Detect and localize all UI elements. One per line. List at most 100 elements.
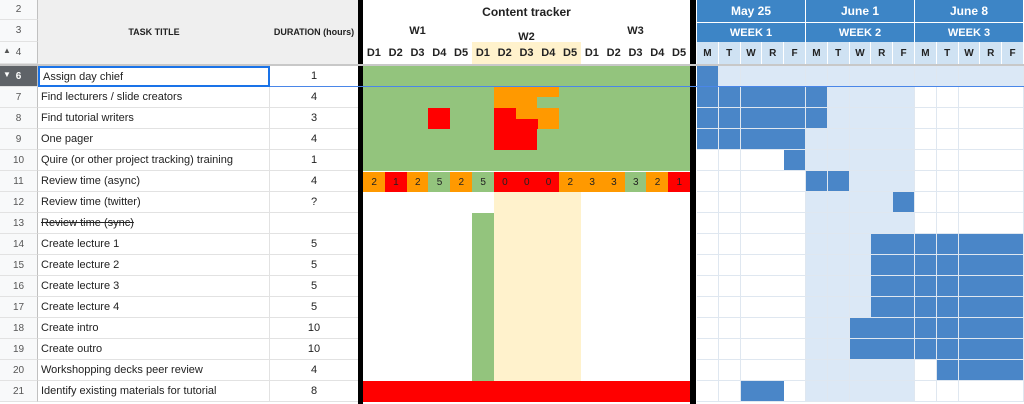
gantt-cell[interactable] [849, 66, 872, 87]
gantt-cell[interactable] [697, 255, 720, 276]
tracker-cell[interactable] [668, 66, 691, 87]
gantt-cell[interactable] [871, 297, 894, 318]
tracker-cell[interactable] [581, 255, 604, 276]
row-header[interactable]: 21 [0, 381, 38, 402]
tracker-cell[interactable] [406, 213, 429, 234]
gantt-cell[interactable] [980, 360, 1003, 381]
gantt-cell[interactable] [762, 192, 785, 213]
gantt-cell[interactable] [806, 381, 829, 402]
tracker-cell[interactable] [493, 297, 517, 318]
tracker-cell[interactable] [515, 66, 538, 87]
tracker-value-cell[interactable]: 1 [668, 172, 691, 192]
tracker-cell[interactable] [515, 360, 538, 381]
tracker-cell[interactable] [646, 150, 669, 171]
task-title-cell[interactable]: Review time (twitter) [38, 192, 270, 213]
tracker-cell[interactable] [428, 66, 451, 87]
gantt-cell[interactable] [1002, 171, 1024, 192]
tracker-cell[interactable] [363, 255, 386, 276]
tracker-cell[interactable] [646, 297, 669, 318]
gantt-cell[interactable] [762, 171, 785, 192]
gantt-cell[interactable] [849, 276, 872, 297]
gantt-cell[interactable] [958, 339, 981, 360]
tracker-value-cell[interactable]: 5 [428, 172, 451, 192]
gantt-cell[interactable] [784, 108, 807, 129]
tracker-cell[interactable] [406, 381, 429, 402]
gantt-cell[interactable] [806, 87, 829, 108]
tracker-cell[interactable] [668, 255, 691, 276]
tracker-cell[interactable] [363, 66, 386, 87]
tracker-cell[interactable] [668, 297, 691, 318]
gantt-cell[interactable] [740, 297, 763, 318]
tracker-cell[interactable] [363, 129, 386, 150]
gantt-cell[interactable] [936, 339, 960, 360]
tracker-cell[interactable] [515, 297, 538, 318]
gantt-cell[interactable] [740, 213, 763, 234]
frozen-row-divider[interactable] [0, 64, 1024, 66]
gantt-cell[interactable] [740, 339, 763, 360]
row-header[interactable]: 15 [0, 255, 38, 276]
tracker-cell[interactable] [493, 234, 517, 255]
gantt-cell[interactable] [915, 297, 938, 318]
duration-cell[interactable]: 4 [270, 129, 358, 150]
gantt-cell[interactable] [980, 129, 1003, 150]
gantt-cell[interactable] [936, 108, 960, 129]
tracker-cell[interactable] [646, 381, 669, 402]
tracker-cell[interactable] [559, 192, 582, 213]
tracker-cell[interactable] [363, 381, 386, 402]
tracker-cell[interactable] [602, 87, 626, 108]
task-title-cell[interactable]: Quire (or other project tracking) traini… [38, 150, 270, 171]
gantt-cell[interactable] [915, 276, 938, 297]
tracker-cell[interactable] [515, 129, 538, 150]
tracker-cell[interactable] [450, 234, 473, 255]
tracker-cell[interactable] [602, 318, 626, 339]
tracker-cell[interactable] [602, 66, 626, 87]
tracker-cell[interactable] [624, 360, 647, 381]
gantt-cell[interactable] [762, 255, 785, 276]
tracker-cell[interactable] [668, 213, 691, 234]
gantt-cell[interactable] [718, 87, 742, 108]
tracker-cell[interactable] [537, 108, 560, 129]
tracker-cell[interactable] [472, 381, 495, 402]
tracker-cell[interactable] [537, 66, 560, 87]
tracker-cell[interactable] [646, 66, 669, 87]
gantt-cell[interactable] [980, 213, 1003, 234]
gantt-cell[interactable] [958, 381, 981, 402]
gantt-cell[interactable] [806, 234, 829, 255]
gantt-cell[interactable] [740, 360, 763, 381]
gantt-cell[interactable] [915, 129, 938, 150]
tracker-cell[interactable] [668, 87, 691, 108]
tracker-cell[interactable] [493, 339, 517, 360]
gantt-cell[interactable] [871, 171, 894, 192]
duration-cell[interactable]: 1 [270, 66, 358, 87]
gantt-cell[interactable] [784, 318, 807, 339]
gantt-cell[interactable] [980, 66, 1003, 87]
gantt-cell[interactable] [718, 234, 742, 255]
tracker-cell[interactable] [428, 297, 451, 318]
tracker-cell[interactable] [624, 234, 647, 255]
gantt-cell[interactable] [697, 129, 720, 150]
tracker-cell[interactable] [537, 339, 560, 360]
gantt-cell[interactable] [740, 192, 763, 213]
gantt-cell[interactable] [740, 234, 763, 255]
row-header[interactable]: 11 [0, 171, 38, 192]
gantt-cell[interactable] [697, 276, 720, 297]
task-title-cell[interactable]: Find tutorial writers [38, 108, 270, 129]
gantt-cell[interactable] [1002, 87, 1024, 108]
tracker-cell[interactable] [493, 150, 517, 171]
tracker-cell[interactable] [472, 192, 495, 213]
gantt-cell[interactable] [1002, 234, 1024, 255]
tracker-cell[interactable] [559, 150, 582, 171]
gantt-cell[interactable] [806, 213, 829, 234]
gantt-cell[interactable] [893, 276, 916, 297]
gantt-cell[interactable] [980, 297, 1003, 318]
tracker-cell[interactable] [602, 360, 626, 381]
tracker-cell[interactable] [450, 318, 473, 339]
tracker-cell[interactable] [450, 66, 473, 87]
gantt-cell[interactable] [697, 381, 720, 402]
gantt-cell[interactable] [936, 213, 960, 234]
gantt-cell[interactable] [718, 381, 742, 402]
tracker-cell[interactable] [559, 276, 582, 297]
gantt-cell[interactable] [718, 213, 742, 234]
tracker-cell[interactable] [515, 150, 538, 171]
gantt-cell[interactable] [980, 192, 1003, 213]
